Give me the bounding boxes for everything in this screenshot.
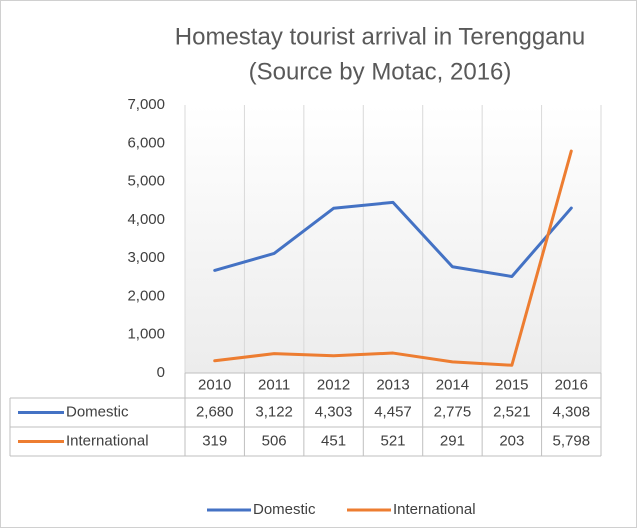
data-line [213, 149, 573, 367]
table-cell: 2,521 [493, 403, 531, 420]
y-tick-label: 6,000 [127, 134, 165, 151]
y-tick-label: 0 [157, 364, 165, 381]
table-cell: 4,308 [553, 403, 591, 420]
y-tick-label: 5,000 [127, 173, 165, 190]
plot-area [185, 105, 601, 373]
y-tick-label: 4,000 [127, 211, 165, 228]
table-cell: 5,798 [553, 432, 591, 449]
table-cell: 451 [321, 432, 346, 449]
table-cell: 319 [202, 432, 227, 449]
table-cell: 4,457 [374, 403, 412, 420]
chart-subtitle: (Source by Motac, 2016) [249, 58, 512, 85]
table-row-header: Domestic [66, 403, 129, 420]
x-tick-label: 2010 [198, 376, 231, 393]
legend-label: International [393, 501, 476, 518]
table-cell: 4,303 [315, 403, 353, 420]
table-cell: 2,680 [196, 403, 234, 420]
y-tick-label: 7,000 [127, 96, 165, 113]
data-line [213, 200, 573, 278]
table-cell: 3,122 [255, 403, 293, 420]
x-tick-label: 2013 [376, 376, 409, 393]
y-tick-label: 2,000 [127, 287, 165, 304]
chart-title: Homestay tourist arrival in Terengganu [175, 23, 585, 50]
table-cell: 506 [262, 432, 287, 449]
x-tick-label: 2015 [495, 376, 528, 393]
x-tick-label: 2012 [317, 376, 350, 393]
table-cell: 521 [380, 432, 405, 449]
table-row-header: International [66, 432, 149, 449]
table-cell: 2,775 [434, 403, 472, 420]
x-tick-label: 2016 [555, 376, 588, 393]
x-tick-label: 2014 [436, 376, 469, 393]
x-tick-label: 2011 [258, 376, 290, 393]
table-cell: 203 [499, 432, 524, 449]
y-tick-label: 1,000 [127, 326, 165, 343]
table-cell: 291 [440, 432, 465, 449]
y-tick-label: 3,000 [127, 249, 165, 266]
legend-label: Domestic [253, 501, 316, 518]
